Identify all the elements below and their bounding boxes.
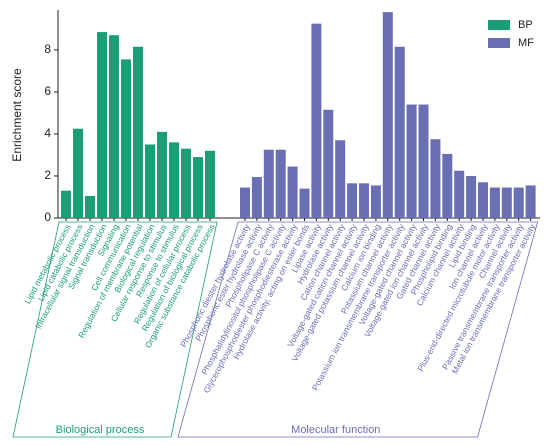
bar: [501, 187, 512, 218]
bar: [133, 46, 143, 219]
bar: [240, 187, 250, 218]
bar: [275, 149, 286, 218]
bar: [406, 104, 417, 218]
bar: [347, 183, 358, 218]
bar: [145, 144, 155, 218]
legend-label: MF: [518, 37, 534, 49]
bar: [525, 185, 536, 218]
bar: [169, 142, 179, 218]
legend-swatch: [488, 38, 510, 48]
bar: [466, 175, 477, 218]
bar: [61, 190, 71, 218]
bar: [454, 170, 465, 218]
legend-swatch: [488, 20, 510, 30]
bar: [513, 187, 524, 218]
legend-label: BP: [518, 19, 533, 31]
y-tick-label: 2: [44, 168, 51, 182]
bar: [181, 148, 191, 218]
group-label: Biological process: [56, 424, 145, 436]
bar: [121, 59, 131, 219]
bar: [85, 195, 95, 218]
bar: [442, 153, 453, 218]
bar: [73, 128, 83, 218]
y-axis-label: Enrichment score: [10, 68, 24, 162]
bar: [287, 166, 298, 218]
bar: [430, 139, 441, 218]
group-bracket: [177, 221, 539, 438]
bar: [478, 182, 488, 218]
group-bracket: [12, 221, 218, 438]
bar: [489, 187, 500, 218]
bar: [97, 32, 107, 218]
bar: [251, 177, 262, 218]
group-label: Molecular function: [291, 424, 380, 436]
bar: [323, 109, 334, 218]
y-tick-label: 8: [44, 42, 51, 56]
y-tick-label: 6: [44, 84, 51, 98]
bar: [394, 46, 405, 219]
bar: [382, 12, 393, 218]
bar: [193, 157, 203, 218]
bar: [335, 140, 346, 218]
y-tick-label: 0: [44, 210, 51, 224]
bar: [205, 150, 215, 218]
bar: [157, 131, 167, 218]
bar: [418, 104, 429, 218]
bar: [109, 35, 119, 218]
bar: [299, 188, 310, 218]
bar: [370, 185, 381, 218]
y-tick-label: 4: [44, 126, 51, 140]
bar: [263, 149, 274, 218]
bar: [359, 183, 369, 218]
bar: [311, 23, 322, 218]
